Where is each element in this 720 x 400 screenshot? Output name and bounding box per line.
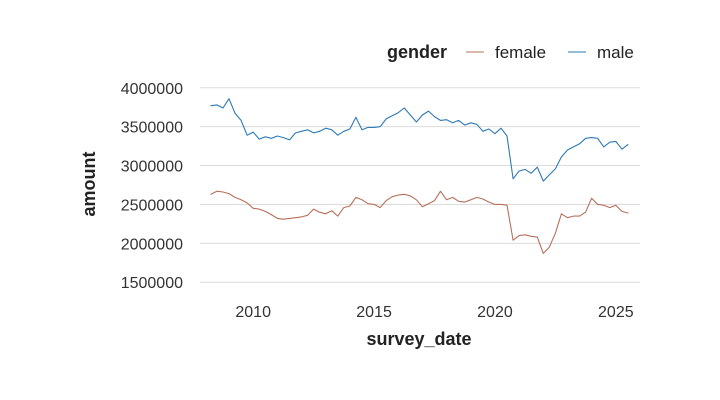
y-tick-label: 2000000	[121, 236, 183, 253]
y-tick-label: 3500000	[121, 120, 183, 137]
grid	[200, 87, 640, 283]
y-tick-label: 2500000	[121, 197, 183, 214]
x-tick-label: 2020	[477, 304, 513, 321]
plot-series	[210, 98, 629, 254]
y-tick-label: 3000000	[121, 159, 183, 176]
x-axis-title: survey_date	[366, 329, 471, 349]
y-tick-label: 4000000	[121, 81, 183, 98]
series-line-male	[210, 98, 629, 182]
legend: gender female male	[387, 42, 634, 62]
legend-label-male: male	[597, 43, 634, 62]
x-tick-label: 2015	[356, 304, 392, 321]
y-tick-label: 1500000	[121, 275, 183, 292]
y-axis-ticks: 1500000 2000000 2500000 3000000 3500000 40000…	[121, 81, 183, 292]
series-line-female	[210, 190, 629, 254]
x-tick-label: 2010	[235, 304, 271, 321]
x-tick-label: 2025	[598, 304, 634, 321]
legend-title: gender	[387, 42, 447, 62]
y-axis-title: amount	[79, 151, 99, 216]
x-axis-ticks: 2010 2015 2020 2025	[235, 304, 633, 321]
legend-label-female: female	[495, 43, 546, 62]
